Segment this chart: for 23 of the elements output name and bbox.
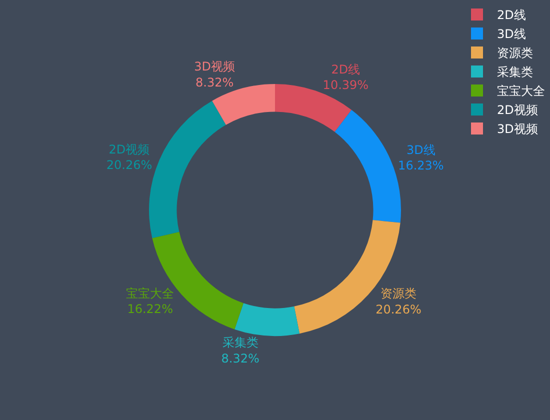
data-label: 10.39% xyxy=(322,78,369,92)
data-label: 20.26% xyxy=(106,158,152,172)
legend-label: 3D线 xyxy=(497,27,526,42)
legend-label: 宝宝大全 xyxy=(497,84,545,98)
data-label: 8.32% xyxy=(221,351,260,366)
legend-label: 2D视频 xyxy=(497,103,538,118)
slice-label: 资源类 xyxy=(380,286,416,301)
legend-label: 资源类 xyxy=(497,46,533,60)
slice-label: 3D线 xyxy=(406,142,436,157)
data-label: 16.22% xyxy=(127,302,173,316)
slice-label: 3D视频 xyxy=(194,60,236,74)
slice-label: 宝宝大全 xyxy=(126,286,174,300)
donut-slice xyxy=(234,303,300,336)
donut-slice xyxy=(334,110,401,223)
slice-label: 2D线 xyxy=(331,62,360,77)
legend-label: 3D视频 xyxy=(497,122,538,136)
legend-label: 2D线 xyxy=(497,8,526,22)
data-label: 8.32% xyxy=(196,75,234,90)
slice-label: 采集类 xyxy=(222,336,258,350)
data-label: 16.23% xyxy=(398,158,444,172)
slice-label: 2D视频 xyxy=(108,142,150,156)
data-label: 20.26% xyxy=(376,302,422,316)
legend-label: 采集类 xyxy=(497,65,533,80)
